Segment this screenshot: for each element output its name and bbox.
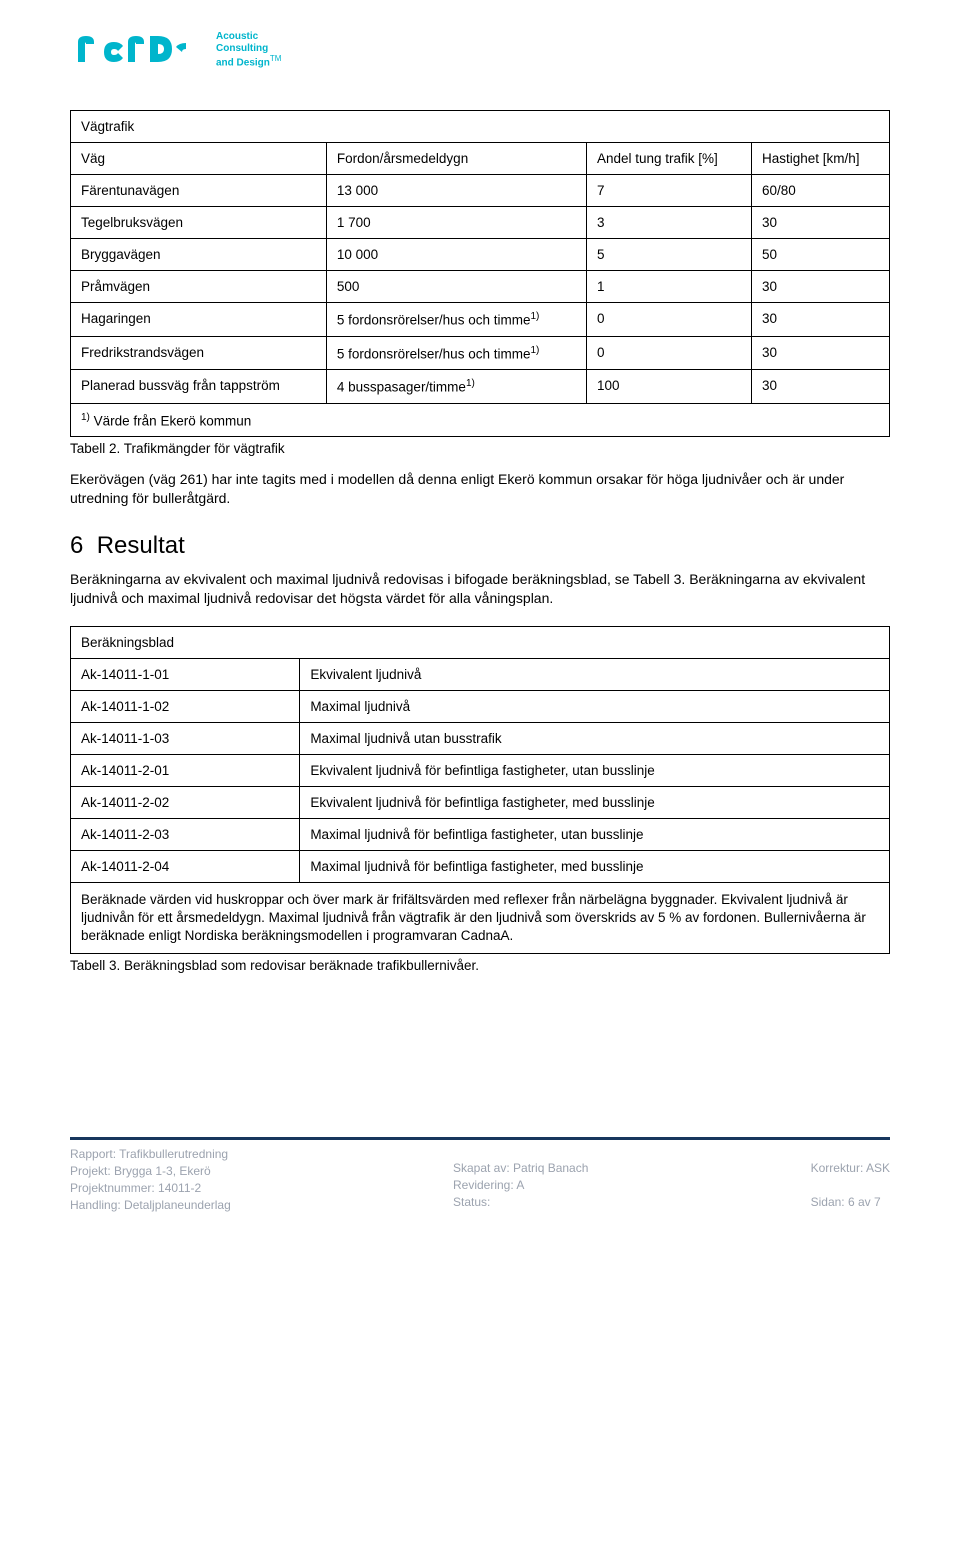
table2-note: Beräknade värden vid huskroppar och över… xyxy=(71,882,890,954)
logo-line1: Acoustic xyxy=(216,31,281,43)
table1-header: Andel tung trafik [%] xyxy=(586,143,751,175)
table1-cell: 30 xyxy=(752,303,890,337)
table2-cell: Ekvivalent ljudnivå xyxy=(300,658,890,690)
logo: Acoustic Consulting and DesignTM xyxy=(70,30,890,70)
footer-col-2: Skapat av: Patriq Banach Revidering: A S… xyxy=(453,1160,588,1213)
table1-caption: Tabell 2. Trafikmängder för vägtrafik xyxy=(70,441,890,456)
logo-line3: and DesignTM xyxy=(216,54,281,69)
table2-cell: Ak-14011-2-03 xyxy=(71,818,300,850)
table1-cell: Pråmvägen xyxy=(71,271,327,303)
calc-sheet-table: BeräkningsbladAk-14011-1-01Ekvivalent lj… xyxy=(70,626,890,955)
table1-cell: 30 xyxy=(752,370,890,404)
table2-cell: Maximal ljudnivå utan busstrafik xyxy=(300,722,890,754)
paragraph-1: Ekerövägen (väg 261) har inte tagits med… xyxy=(70,470,890,508)
table1-cell: Planerad bussväg från tappström xyxy=(71,370,327,404)
table2-cell: Ak-14011-1-02 xyxy=(71,690,300,722)
page-footer: Rapport: Trafikbullerutredning Projekt: … xyxy=(70,1146,890,1213)
table1-cell: 3 xyxy=(586,207,751,239)
table2-cell: Ak-14011-2-02 xyxy=(71,786,300,818)
table1-cell: Bryggavägen xyxy=(71,239,327,271)
table1-header: Väg xyxy=(71,143,327,175)
footer-col-1: Rapport: Trafikbullerutredning Projekt: … xyxy=(70,1146,231,1213)
logo-line2: Consulting xyxy=(216,43,281,55)
footer-project: Projekt: Brygga 1-3, Ekerö xyxy=(70,1163,231,1180)
logo-mark-icon xyxy=(70,30,210,70)
table1-cell: Fredrikstrandsvägen xyxy=(71,336,327,370)
table1-cell: 30 xyxy=(752,271,890,303)
footer-report: Rapport: Trafikbullerutredning xyxy=(70,1146,231,1163)
table2-cell: Maximal ljudnivå xyxy=(300,690,890,722)
table1-title: Vägtrafik xyxy=(71,111,890,143)
table2-cell: Ak-14011-1-03 xyxy=(71,722,300,754)
footer-col-3: Korrektur: ASK Sidan: 6 av 7 xyxy=(811,1160,890,1213)
paragraph-2: Beräkningarna av ekvivalent och maximal … xyxy=(70,570,890,608)
footer-projnum: Projektnummer: 14011-2 xyxy=(70,1180,231,1197)
table1-cell: 500 xyxy=(326,271,586,303)
table2-cell: Ekvivalent ljudnivå för befintliga fasti… xyxy=(300,786,890,818)
table1-cell: 5 xyxy=(586,239,751,271)
table2-cell: Ak-14011-2-04 xyxy=(71,850,300,882)
table1-cell: 0 xyxy=(586,303,751,337)
footer-rev: Revidering: A xyxy=(453,1177,588,1194)
table1-cell: 5 fordonsrörelser/hus och timme1) xyxy=(326,336,586,370)
footer-status: Status: xyxy=(453,1194,588,1211)
table1-cell: 5 fordonsrörelser/hus och timme1) xyxy=(326,303,586,337)
logo-text: Acoustic Consulting and DesignTM xyxy=(216,31,281,69)
table2-caption: Tabell 3. Beräkningsblad som redovisar b… xyxy=(70,958,890,973)
table1-cell: 10 000 xyxy=(326,239,586,271)
table1-cell: 50 xyxy=(752,239,890,271)
table1-cell: 30 xyxy=(752,207,890,239)
section-6-heading: 6 Resultat xyxy=(70,532,890,560)
table1-footnote: 1) Värde från Ekerö kommun xyxy=(71,403,890,437)
table2-cell: Ak-14011-2-01 xyxy=(71,754,300,786)
table1-cell: 60/80 xyxy=(752,175,890,207)
footer-page: Sidan: 6 av 7 xyxy=(811,1194,890,1211)
footer-handling: Handling: Detaljplaneunderlag xyxy=(70,1197,231,1214)
table1-cell: 1 700 xyxy=(326,207,586,239)
table2-cell: Maximal ljudnivå för befintliga fastighe… xyxy=(300,850,890,882)
traffic-table: VägtrafikVägFordon/årsmedeldygnAndel tun… xyxy=(70,110,890,437)
table2-cell: Ak-14011-1-01 xyxy=(71,658,300,690)
table1-cell: 0 xyxy=(586,336,751,370)
table1-cell: Färentunavägen xyxy=(71,175,327,207)
table1-cell: 1 xyxy=(586,271,751,303)
table2-header: Beräkningsblad xyxy=(71,626,890,658)
table1-cell: 13 000 xyxy=(326,175,586,207)
footer-proof: Korrektur: ASK xyxy=(811,1160,890,1177)
table1-cell: Hagaringen xyxy=(71,303,327,337)
table2-cell: Maximal ljudnivå för befintliga fastighe… xyxy=(300,818,890,850)
table1-cell: 7 xyxy=(586,175,751,207)
footer-author: Skapat av: Patriq Banach xyxy=(453,1160,588,1177)
table2-cell: Ekvivalent ljudnivå för befintliga fasti… xyxy=(300,754,890,786)
table1-header: Hastighet [km/h] xyxy=(752,143,890,175)
footer-rule xyxy=(70,1137,890,1140)
table1-cell: 100 xyxy=(586,370,751,404)
table1-header: Fordon/årsmedeldygn xyxy=(326,143,586,175)
table1-cell: 30 xyxy=(752,336,890,370)
table1-cell: Tegelbruksvägen xyxy=(71,207,327,239)
table1-cell: 4 busspasager/timme1) xyxy=(326,370,586,404)
